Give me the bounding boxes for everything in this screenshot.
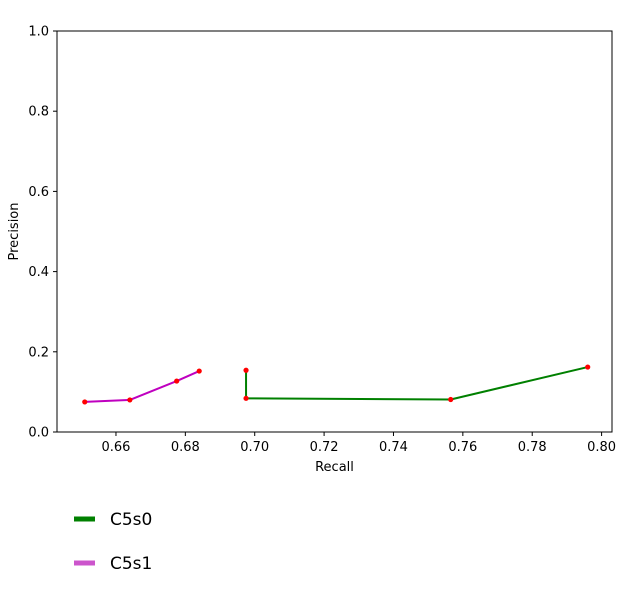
legend: C5s0 C5s1 xyxy=(74,510,152,574)
x-axis-ticks: 0.66 0.68 0.70 0.72 0.74 0.76 0.78 0.80 xyxy=(101,432,616,455)
x-tick-label: 0.68 xyxy=(171,440,200,455)
data-point xyxy=(243,395,249,401)
y-axis-ticks: 0.0 0.2 0.4 0.6 0.8 1.0 xyxy=(28,25,57,441)
legend-label: C5s0 xyxy=(110,510,152,530)
data-point xyxy=(174,378,180,384)
x-tick-label: 0.78 xyxy=(518,440,547,455)
data-point xyxy=(448,396,454,403)
x-tick-label: 0.80 xyxy=(587,440,616,455)
series-line-c5s1 xyxy=(84,370,200,403)
data-point xyxy=(243,367,249,373)
y-tick-label: 0.8 xyxy=(28,105,49,120)
y-tick-label: 0.6 xyxy=(28,185,49,200)
x-tick-label: 0.72 xyxy=(310,440,339,455)
x-tick-label: 0.74 xyxy=(379,440,408,455)
y-axis-label: Precision xyxy=(7,202,22,260)
series-line-c5s0 xyxy=(245,366,588,401)
data-point xyxy=(585,364,591,370)
x-tick-label: 0.66 xyxy=(101,440,130,455)
y-tick-label: 0.2 xyxy=(28,345,49,360)
plot-area xyxy=(56,30,613,433)
data-point xyxy=(127,397,133,403)
y-tick-label: 1.0 xyxy=(28,25,49,40)
legend-label: C5s1 xyxy=(110,554,152,574)
x-tick-label: 0.70 xyxy=(240,440,269,455)
series-layer xyxy=(82,364,591,405)
y-tick-label: 0.0 xyxy=(28,426,49,441)
data-point xyxy=(82,399,88,405)
x-axis-label: Recall xyxy=(315,460,354,475)
x-tick-label: 0.76 xyxy=(448,440,477,455)
y-tick-label: 0.4 xyxy=(28,265,49,280)
axes-frame xyxy=(56,30,613,433)
data-point xyxy=(196,368,202,374)
